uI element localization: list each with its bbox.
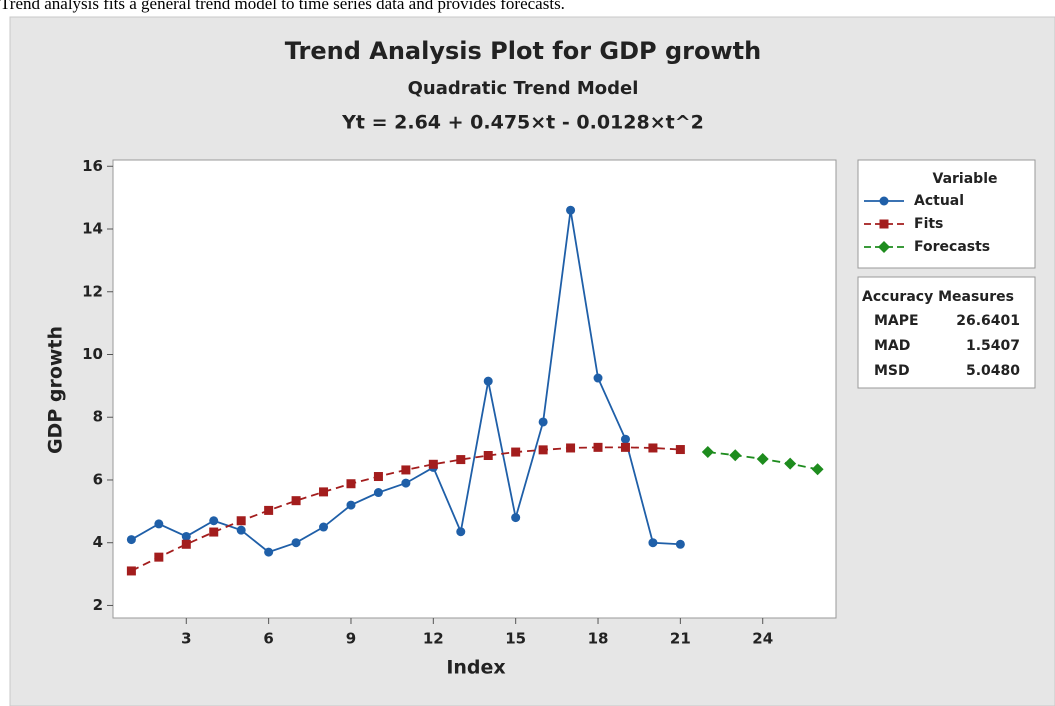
y-tick-label: 6 <box>93 470 103 488</box>
accuracy-value: 5.0480 <box>966 363 1020 379</box>
x-tick-label: 12 <box>423 630 444 648</box>
x-tick-label: 3 <box>181 630 191 648</box>
accuracy-title: Accuracy Measures <box>862 289 1014 305</box>
x-tick-label: 18 <box>588 630 609 648</box>
data-point <box>648 538 658 548</box>
data-point <box>675 539 685 549</box>
data-point <box>456 455 466 465</box>
data-point <box>538 417 548 427</box>
x-axis-label: Index <box>446 657 505 679</box>
legend-label: Forecasts <box>914 239 990 255</box>
data-point <box>291 538 301 548</box>
plot-area <box>112 159 837 619</box>
data-point <box>428 459 438 469</box>
x-tick-label: 15 <box>505 630 526 648</box>
y-tick-label: 12 <box>82 282 103 300</box>
data-point <box>181 531 191 541</box>
chart-title: Trend Analysis Plot for GDP growth <box>285 37 761 65</box>
legend-box <box>857 159 1036 269</box>
data-point <box>373 472 383 482</box>
y-axis-label: GDP growth <box>45 326 67 454</box>
y-tick-label: 16 <box>82 157 103 175</box>
data-point <box>373 488 383 498</box>
data-point <box>181 539 191 549</box>
y-tick-label: 8 <box>93 408 103 426</box>
data-point <box>319 522 329 532</box>
data-point <box>346 500 356 510</box>
data-point <box>346 479 356 489</box>
data-point <box>784 457 797 470</box>
accuracy-value: 26.6401 <box>956 313 1020 329</box>
accuracy-name: MAD <box>874 338 910 354</box>
legend-marker <box>879 219 889 229</box>
data-point <box>675 445 685 455</box>
y-tick-label: 10 <box>82 345 103 363</box>
legend-label: Actual <box>914 193 964 209</box>
data-point <box>566 205 576 215</box>
data-point <box>291 496 301 506</box>
legend-label: Fits <box>914 216 943 232</box>
accuracy-value: 1.5407 <box>966 338 1020 354</box>
data-point <box>756 452 769 465</box>
data-point <box>456 527 466 537</box>
data-point <box>811 463 824 476</box>
data-point <box>511 513 521 523</box>
data-point <box>154 519 164 529</box>
accuracy-name: MSD <box>874 363 910 379</box>
chart-subtitle: Quadratic Trend Model <box>408 78 639 99</box>
data-point <box>209 527 219 537</box>
data-point <box>126 535 136 545</box>
x-tick-label: 24 <box>752 630 773 648</box>
data-point <box>511 447 521 457</box>
data-point <box>593 442 603 452</box>
data-point <box>264 505 274 515</box>
data-point <box>620 442 630 452</box>
x-tick-label: 9 <box>346 630 356 648</box>
accuracy-box <box>857 276 1036 389</box>
y-tick-label: 14 <box>82 220 103 238</box>
data-point <box>236 516 246 526</box>
data-point <box>648 443 658 453</box>
legend-title: Variable <box>933 171 998 187</box>
data-point <box>319 487 329 497</box>
data-point <box>701 446 714 459</box>
data-point <box>264 547 274 557</box>
data-point <box>483 451 493 461</box>
data-point <box>154 552 164 562</box>
legend-marker <box>879 196 889 206</box>
data-point <box>209 516 219 526</box>
data-point <box>729 449 742 462</box>
x-tick-label: 6 <box>263 630 273 648</box>
data-point <box>401 465 411 475</box>
data-point <box>483 376 493 386</box>
trend-equation: Yt = 2.64 + 0.475×t - 0.0128×t^2 <box>341 112 704 134</box>
data-point <box>401 478 411 488</box>
x-tick-label: 21 <box>670 630 691 648</box>
data-point <box>620 434 630 444</box>
y-tick-label: 2 <box>93 596 103 614</box>
data-point <box>126 566 136 576</box>
data-point <box>566 443 576 453</box>
data-point <box>236 525 246 535</box>
accuracy-name: MAPE <box>874 313 919 329</box>
caption: Trend analysis fits a general trend mode… <box>0 0 565 13</box>
data-point <box>538 445 548 455</box>
y-tick-label: 4 <box>93 533 103 551</box>
data-point <box>593 373 603 383</box>
legend-marker <box>878 241 890 253</box>
